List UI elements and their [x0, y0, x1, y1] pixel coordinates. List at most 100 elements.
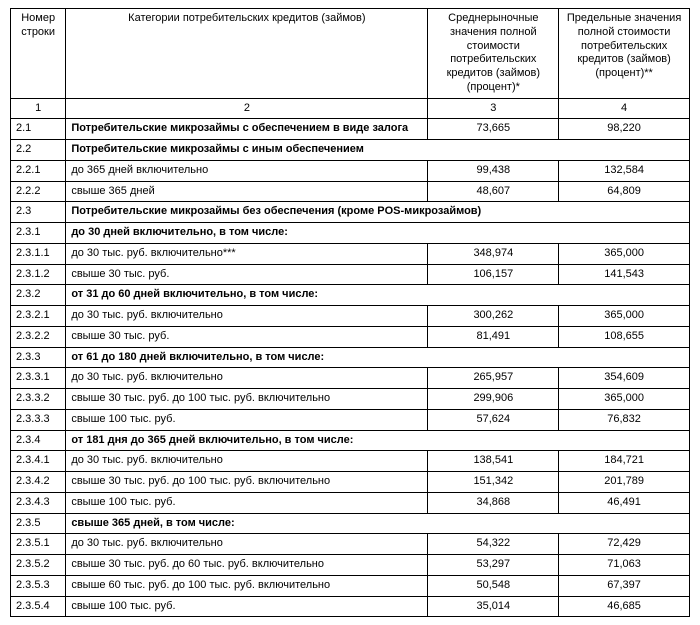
row-max-value: 365,000 [559, 243, 690, 264]
colnum-3: 3 [428, 98, 559, 119]
row-max-value: 72,429 [559, 534, 690, 555]
row-number: 2.3 [11, 202, 66, 223]
table-header-row: Номер строки Категории потребительских к… [11, 9, 690, 99]
row-number: 2.3.4.3 [11, 492, 66, 513]
table-row: 2.2Потребительские микрозаймы с иным обе… [11, 140, 690, 161]
row-category: свыше 100 тыс. руб. [66, 409, 428, 430]
row-number: 2.3.4.2 [11, 472, 66, 493]
row-max-value: 132,584 [559, 160, 690, 181]
table-row: 2.3.5.3свыше 60 тыс. руб. до 100 тыс. ру… [11, 575, 690, 596]
row-number: 2.3.3 [11, 347, 66, 368]
table-row: 2.3.2.1до 30 тыс. руб. включительно300,2… [11, 306, 690, 327]
row-number: 2.3.3.3 [11, 409, 66, 430]
row-avg-value: 265,957 [428, 368, 559, 389]
colnum-1: 1 [11, 98, 66, 119]
row-avg-value: 48,607 [428, 181, 559, 202]
row-number: 2.3.5.3 [11, 575, 66, 596]
row-number: 2.3.3.1 [11, 368, 66, 389]
row-avg-value: 151,342 [428, 472, 559, 493]
header-row-number: Номер строки [11, 9, 66, 99]
table-row: 2.1Потребительские микрозаймы с обеспече… [11, 119, 690, 140]
row-category: от 31 до 60 дней включительно, в том чис… [66, 285, 690, 306]
row-max-value: 64,809 [559, 181, 690, 202]
row-category: до 30 тыс. руб. включительно [66, 534, 428, 555]
row-max-value: 46,685 [559, 596, 690, 617]
row-category: до 30 тыс. руб. включительно [66, 368, 428, 389]
colnum-4: 4 [559, 98, 690, 119]
row-category: свыше 30 тыс. руб. до 100 тыс. руб. вклю… [66, 472, 428, 493]
row-avg-value: 81,491 [428, 326, 559, 347]
row-number: 2.3.4.1 [11, 451, 66, 472]
row-category: от 61 до 180 дней включительно, в том чи… [66, 347, 690, 368]
row-max-value: 71,063 [559, 555, 690, 576]
row-avg-value: 34,868 [428, 492, 559, 513]
table-row: 2.3.4.1до 30 тыс. руб. включительно138,5… [11, 451, 690, 472]
row-number: 2.3.5.1 [11, 534, 66, 555]
row-max-value: 141,543 [559, 264, 690, 285]
row-category: Потребительские микрозаймы с обеспечение… [66, 119, 428, 140]
row-category: Потребительские микрозаймы с иным обеспе… [66, 140, 690, 161]
row-max-value: 46,491 [559, 492, 690, 513]
row-number: 2.3.1.2 [11, 264, 66, 285]
row-number: 2.3.2.2 [11, 326, 66, 347]
row-avg-value: 138,541 [428, 451, 559, 472]
header-avg-value: Среднерыночные значения полной стоимости… [428, 9, 559, 99]
table-row: 2.3.5свыше 365 дней, в том числе: [11, 513, 690, 534]
credit-categories-table: Номер строки Категории потребительских к… [10, 8, 690, 617]
row-category: свыше 365 дней, в том числе: [66, 513, 690, 534]
row-avg-value: 348,974 [428, 243, 559, 264]
row-avg-value: 73,665 [428, 119, 559, 140]
header-max-value: Предельные значения полной стоимости пот… [559, 9, 690, 99]
row-max-value: 201,789 [559, 472, 690, 493]
row-number: 2.3.4 [11, 430, 66, 451]
row-number: 2.3.1.1 [11, 243, 66, 264]
column-number-row: 1 2 3 4 [11, 98, 690, 119]
row-category: от 181 дня до 365 дней включительно, в т… [66, 430, 690, 451]
row-category: до 30 тыс. руб. включительно [66, 451, 428, 472]
row-category: свыше 100 тыс. руб. [66, 492, 428, 513]
row-max-value: 365,000 [559, 306, 690, 327]
row-category: свыше 30 тыс. руб. [66, 264, 428, 285]
row-category: Потребительские микрозаймы без обеспечен… [66, 202, 690, 223]
row-number: 2.3.5.4 [11, 596, 66, 617]
row-number: 2.2.1 [11, 160, 66, 181]
table-row: 2.2.2свыше 365 дней48,60764,809 [11, 181, 690, 202]
table-row: 2.3.4.2свыше 30 тыс. руб. до 100 тыс. ру… [11, 472, 690, 493]
row-avg-value: 299,906 [428, 389, 559, 410]
table-row: 2.3.1.2свыше 30 тыс. руб.106,157141,543 [11, 264, 690, 285]
row-category: свыше 60 тыс. руб. до 100 тыс. руб. вклю… [66, 575, 428, 596]
colnum-2: 2 [66, 98, 428, 119]
row-avg-value: 35,014 [428, 596, 559, 617]
row-avg-value: 50,548 [428, 575, 559, 596]
row-number: 2.3.2 [11, 285, 66, 306]
row-avg-value: 57,624 [428, 409, 559, 430]
row-number: 2.3.1 [11, 223, 66, 244]
table-row: 2.3.3.1до 30 тыс. руб. включительно265,9… [11, 368, 690, 389]
row-max-value: 365,000 [559, 389, 690, 410]
row-number: 2.2.2 [11, 181, 66, 202]
table-row: 2.3.4.3свыше 100 тыс. руб.34,86846,491 [11, 492, 690, 513]
table-row: 2.3.3от 61 до 180 дней включительно, в т… [11, 347, 690, 368]
row-number: 2.3.5 [11, 513, 66, 534]
row-max-value: 76,832 [559, 409, 690, 430]
row-category: до 365 дней включительно [66, 160, 428, 181]
table-row: 2.3.3.2свыше 30 тыс. руб. до 100 тыс. ру… [11, 389, 690, 410]
row-number: 2.3.2.1 [11, 306, 66, 327]
row-category: свыше 30 тыс. руб. до 60 тыс. руб. включ… [66, 555, 428, 576]
table-row: 2.3.1до 30 дней включительно, в том числ… [11, 223, 690, 244]
row-max-value: 184,721 [559, 451, 690, 472]
row-max-value: 354,609 [559, 368, 690, 389]
row-number: 2.1 [11, 119, 66, 140]
row-category: до 30 тыс. руб. включительно [66, 306, 428, 327]
row-avg-value: 99,438 [428, 160, 559, 181]
row-category: до 30 дней включительно, в том числе: [66, 223, 690, 244]
table-row: 2.3.5.2свыше 30 тыс. руб. до 60 тыс. руб… [11, 555, 690, 576]
header-category: Категории потребительских кредитов (займ… [66, 9, 428, 99]
row-max-value: 98,220 [559, 119, 690, 140]
row-number: 2.2 [11, 140, 66, 161]
table-row: 2.3.1.1до 30 тыс. руб. включительно***34… [11, 243, 690, 264]
table-row: 2.3.2от 31 до 60 дней включительно, в то… [11, 285, 690, 306]
row-category: свыше 365 дней [66, 181, 428, 202]
row-max-value: 67,397 [559, 575, 690, 596]
row-avg-value: 300,262 [428, 306, 559, 327]
